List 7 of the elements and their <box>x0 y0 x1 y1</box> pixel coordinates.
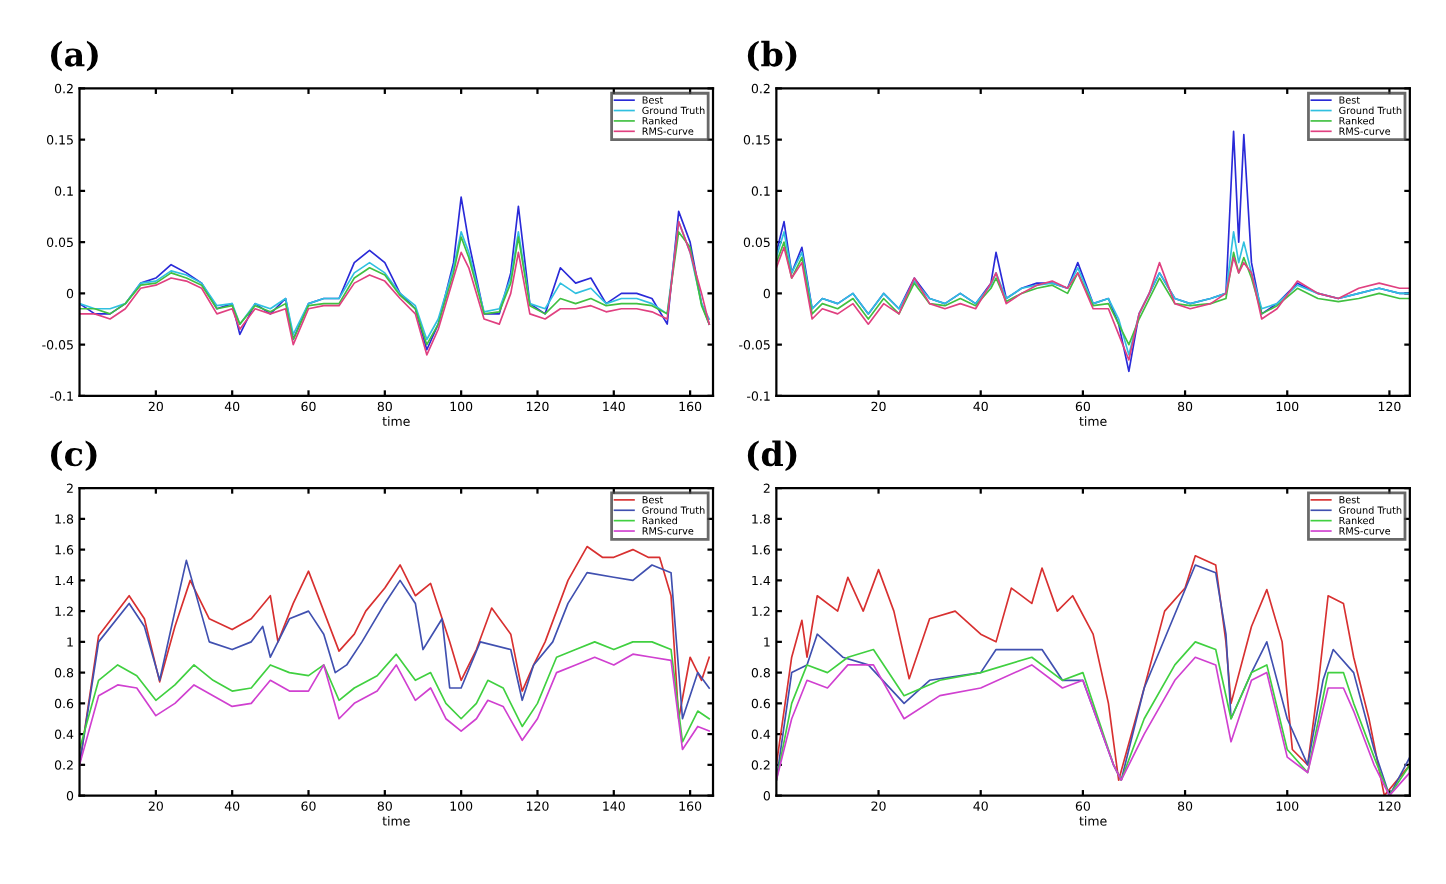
line-series <box>79 653 711 766</box>
line-series <box>79 641 711 751</box>
chart-title: (c) <box>51 440 97 472</box>
chart-title: (a) <box>51 40 98 72</box>
chart-title: (b) <box>747 40 797 72</box>
chart-title: (d) <box>747 440 797 472</box>
line-series <box>776 246 1410 361</box>
